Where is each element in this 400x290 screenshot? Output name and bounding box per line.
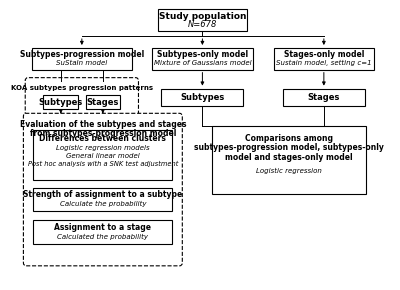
Text: Logistic regression: Logistic regression	[256, 168, 322, 174]
Text: Subtypes-only model: Subtypes-only model	[157, 50, 248, 59]
FancyBboxPatch shape	[158, 9, 247, 31]
FancyBboxPatch shape	[32, 48, 132, 70]
Text: Calculated the probability: Calculated the probability	[57, 234, 148, 240]
Text: Subtypes: Subtypes	[39, 98, 83, 107]
FancyBboxPatch shape	[274, 48, 374, 70]
FancyBboxPatch shape	[161, 88, 244, 106]
FancyBboxPatch shape	[283, 88, 365, 106]
Text: Assignment to a stage: Assignment to a stage	[54, 223, 151, 232]
FancyBboxPatch shape	[44, 95, 78, 109]
FancyBboxPatch shape	[152, 48, 253, 70]
Text: KOA subtypes progression patterns: KOA subtypes progression patterns	[11, 85, 153, 90]
Text: Strength of assignment to a subtype: Strength of assignment to a subtype	[23, 190, 182, 199]
FancyBboxPatch shape	[34, 130, 172, 180]
Text: N=678: N=678	[188, 20, 217, 29]
FancyBboxPatch shape	[34, 220, 172, 244]
FancyBboxPatch shape	[25, 78, 138, 117]
FancyBboxPatch shape	[212, 126, 366, 193]
Text: Stages-only model: Stages-only model	[284, 50, 364, 59]
Text: SuStaIn model: SuStaIn model	[56, 60, 108, 66]
Text: Mixture of Gaussians model: Mixture of Gaussians model	[154, 60, 251, 66]
Text: Subtypes: Subtypes	[180, 93, 224, 102]
Text: Post hoc analysis with a SNK test adjustment: Post hoc analysis with a SNK test adjust…	[28, 161, 178, 167]
Text: General linear model: General linear model	[66, 153, 140, 159]
Text: Evaluation of the subtypes and stages: Evaluation of the subtypes and stages	[20, 120, 186, 129]
FancyBboxPatch shape	[24, 113, 182, 266]
FancyBboxPatch shape	[86, 95, 120, 109]
Text: Stages: Stages	[87, 98, 119, 107]
Text: Calculate the probability: Calculate the probability	[60, 201, 146, 207]
Text: Subtypes-progression model: Subtypes-progression model	[20, 50, 144, 59]
Text: model and stages-only model: model and stages-only model	[225, 153, 353, 162]
Text: Sustain model, setting c=1: Sustain model, setting c=1	[276, 60, 372, 66]
Text: Differences between clusters: Differences between clusters	[40, 134, 166, 143]
FancyBboxPatch shape	[34, 188, 172, 211]
Text: from subtypes-progression model: from subtypes-progression model	[30, 128, 176, 138]
Text: Comparisons among: Comparisons among	[245, 134, 333, 143]
Text: Logistic regression models: Logistic regression models	[56, 145, 150, 151]
Text: Study population: Study population	[159, 12, 246, 21]
Text: Stages: Stages	[308, 93, 340, 102]
Text: subtypes-progression model, subtypes-only: subtypes-progression model, subtypes-onl…	[194, 144, 384, 153]
